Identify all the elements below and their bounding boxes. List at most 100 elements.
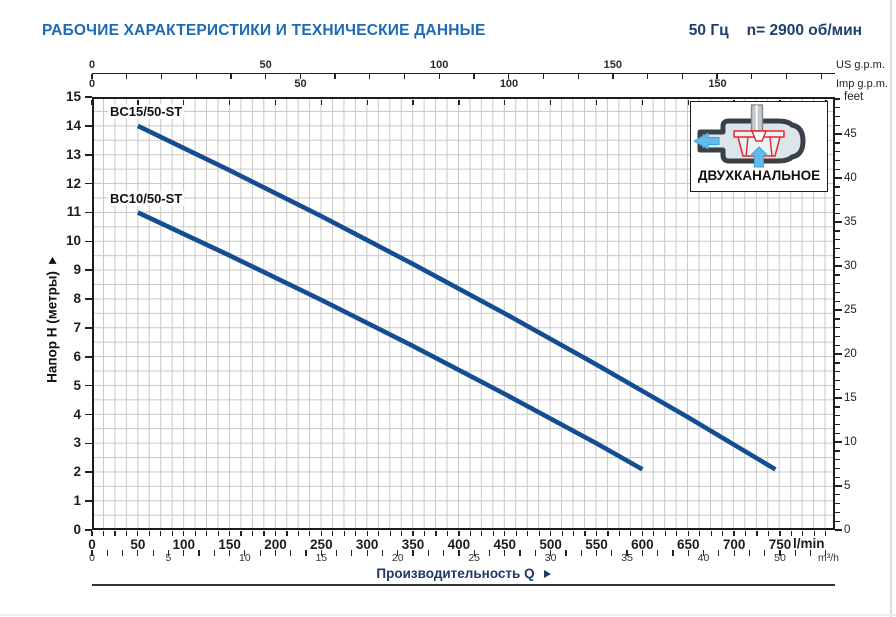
m3h-tick bbox=[702, 549, 705, 556]
top-border-tick bbox=[366, 99, 368, 105]
lmin-tick bbox=[744, 531, 747, 536]
lmin-tick bbox=[263, 531, 265, 536]
lmin-tick bbox=[802, 531, 804, 536]
imp-gpm-tick-label: 50 bbox=[294, 77, 307, 90]
meters-tick-label: 9 bbox=[73, 262, 81, 278]
page-edge-right bbox=[890, 0, 892, 617]
feet-tick bbox=[835, 203, 840, 206]
top-border-tick bbox=[550, 99, 552, 105]
feet-tick bbox=[835, 238, 840, 241]
m3h-tick bbox=[198, 549, 200, 556]
lmin-tick bbox=[618, 531, 621, 536]
meters-tick bbox=[85, 298, 92, 300]
lmin-tick bbox=[137, 531, 139, 536]
lmin-tick bbox=[550, 531, 552, 536]
lmin-tick bbox=[343, 531, 345, 536]
m3h-tick bbox=[626, 549, 628, 556]
lmin-tick bbox=[469, 531, 471, 536]
feet-tick bbox=[835, 520, 840, 522]
meters-tick-label: 2 bbox=[73, 464, 81, 480]
feet-tick bbox=[835, 265, 842, 267]
m3h-tick bbox=[152, 549, 154, 556]
lmin-unit-label: l/min bbox=[793, 536, 825, 551]
feet-tick bbox=[835, 256, 840, 258]
m3h-tick bbox=[91, 549, 93, 556]
us-gpm-tick bbox=[369, 74, 371, 79]
m3h-tick bbox=[121, 549, 124, 556]
m3h-tick bbox=[534, 549, 536, 556]
us-gpm-tick bbox=[508, 74, 510, 79]
lmin-tick bbox=[630, 531, 632, 536]
feet-unit-label: feet bbox=[844, 91, 864, 103]
m3h-tick-label: 5 bbox=[165, 552, 172, 564]
lmin-tick bbox=[779, 531, 781, 536]
lmin-tick bbox=[825, 531, 827, 536]
lmin-tick bbox=[676, 531, 678, 536]
us-gpm-tick-label: 50 bbox=[259, 59, 272, 71]
m3h-tick-label: 0 bbox=[89, 552, 95, 564]
lmin-tick-label: 350 bbox=[401, 537, 425, 552]
lmin-tick bbox=[595, 531, 598, 536]
feet-tick bbox=[835, 221, 842, 223]
meters-tick bbox=[85, 356, 92, 358]
lmin-tick bbox=[561, 531, 563, 536]
lmin-tick-label: 200 bbox=[264, 537, 287, 552]
feet-tick bbox=[835, 502, 840, 505]
feet-tick bbox=[835, 476, 840, 478]
us-gpm-tick bbox=[473, 74, 475, 79]
us-gpm-tick bbox=[265, 74, 267, 79]
us-gpm-tick-label: 0 bbox=[88, 59, 96, 71]
us-gpm-tick bbox=[716, 74, 718, 79]
lmin-tick bbox=[653, 531, 655, 536]
lmin-tick bbox=[309, 531, 311, 536]
meters-tick-label: 4 bbox=[73, 406, 81, 422]
meters-tick bbox=[85, 96, 92, 98]
top-border-tick bbox=[412, 99, 414, 105]
m3h-tick-label: 35 bbox=[621, 552, 633, 564]
lmin-tick-label: 500 bbox=[539, 537, 562, 552]
lmin-tick bbox=[813, 531, 815, 536]
meters-tick-label: 15 bbox=[65, 89, 81, 104]
feet-tick bbox=[835, 423, 840, 426]
meters-tick bbox=[85, 182, 92, 185]
meters-tick bbox=[85, 125, 92, 127]
feet-tick bbox=[835, 168, 840, 170]
page-title: РАБОЧИЕ ХАРАКТЕРИСТИКИ И ТЕХНИЧЕСКИЕ ДАН… bbox=[42, 22, 486, 39]
feet-tick bbox=[835, 194, 840, 197]
feet-tick bbox=[835, 247, 840, 250]
feet-tick-label: 30 bbox=[844, 260, 857, 273]
m3h-tick bbox=[580, 549, 582, 556]
lmin-tick bbox=[641, 531, 643, 536]
m3h-tick bbox=[687, 549, 689, 556]
m3h-tick bbox=[748, 549, 750, 556]
lmin-tick-label: 600 bbox=[631, 537, 654, 552]
top-border-tick bbox=[228, 99, 231, 105]
lmin-tick bbox=[584, 531, 586, 536]
frequency-value: 50 Гц bbox=[688, 22, 729, 39]
meters-tick-label: 14 bbox=[65, 117, 81, 133]
top-border-tick bbox=[458, 99, 460, 105]
feet-tick bbox=[835, 230, 840, 232]
m3h-tick bbox=[779, 549, 781, 556]
page-edge-bottom bbox=[0, 614, 896, 616]
us-gpm-tick bbox=[577, 74, 579, 79]
imp-gpm-tick-label: 0 bbox=[88, 77, 96, 90]
imp-gpm-unit-label: Imp g.p.m. bbox=[836, 77, 888, 90]
us-gpm-tick bbox=[195, 74, 197, 79]
m3h-tick-label: 50 bbox=[774, 552, 786, 564]
lmin-tick bbox=[171, 531, 173, 536]
meters-tick-label: 1 bbox=[73, 493, 81, 509]
lmin-tick bbox=[412, 531, 414, 536]
imp-gpm-tick-label: 100 bbox=[499, 77, 519, 90]
us-gpm-tick bbox=[160, 74, 163, 79]
feet-tick bbox=[835, 106, 840, 109]
m3h-tick bbox=[809, 549, 812, 556]
top-border-tick bbox=[504, 99, 506, 105]
us-gpm-tick bbox=[785, 74, 788, 79]
meters-tick-label: 6 bbox=[73, 348, 81, 364]
lmin-tick-label: 300 bbox=[355, 537, 379, 552]
lmin-tick bbox=[527, 531, 529, 536]
lmin-tick bbox=[114, 531, 116, 536]
m3h-tick bbox=[794, 549, 796, 556]
